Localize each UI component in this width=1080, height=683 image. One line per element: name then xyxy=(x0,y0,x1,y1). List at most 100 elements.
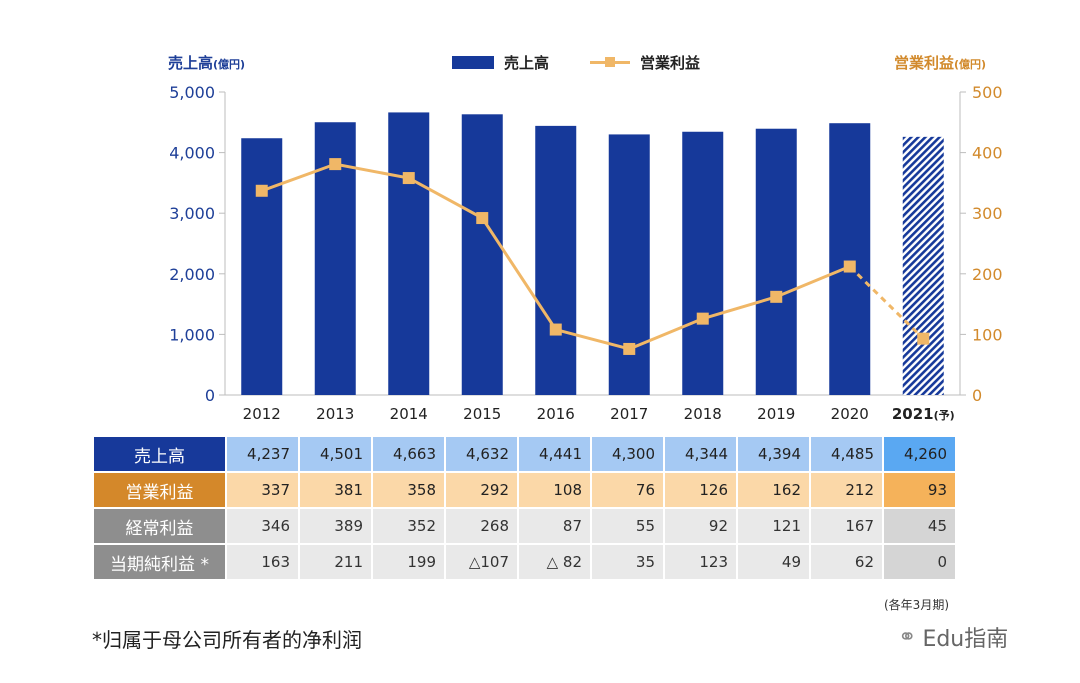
table-cell: 358 xyxy=(373,473,444,507)
table-cell: 108 xyxy=(519,473,590,507)
x-tick-label: 2021(予) xyxy=(892,405,955,423)
table-cell: 346 xyxy=(227,509,298,543)
combo-chart: 0 1,000 2,000 3,000 4,000 5,000 0 100 200 300 400 5… xyxy=(169,83,1003,423)
left-axis-title: 売上高(億円) xyxy=(168,54,246,72)
x-tick-label: 2017 xyxy=(610,405,648,423)
legend-line-swatch xyxy=(590,56,630,69)
table-cell: 4,394 xyxy=(738,437,809,471)
bar-forecast xyxy=(902,136,944,395)
table-cell-forecast: 0 xyxy=(884,545,955,579)
row-header: 営業利益 xyxy=(94,473,225,507)
line-point xyxy=(476,212,489,225)
bar xyxy=(388,112,430,395)
table-cell: 212 xyxy=(811,473,882,507)
left-tick-label: 4,000 xyxy=(169,144,215,163)
table-cell: 126 xyxy=(665,473,736,507)
table-cell: 337 xyxy=(227,473,298,507)
table-cell: 4,663 xyxy=(373,437,444,471)
right-axis-title: 営業利益(億円) xyxy=(894,54,987,72)
x-tick-label: 2016 xyxy=(537,405,575,423)
table-cell: 4,237 xyxy=(227,437,298,471)
table-cell: 4,441 xyxy=(519,437,590,471)
table-cell: △ 82 xyxy=(519,545,590,579)
table-cell: 4,501 xyxy=(300,437,371,471)
right-tick-label: 500 xyxy=(972,83,1003,102)
row-header: 経常利益 xyxy=(94,509,225,543)
table-cell: 211 xyxy=(300,545,371,579)
table-cell: 87 xyxy=(519,509,590,543)
table-cell: 62 xyxy=(811,545,882,579)
left-tick-label: 0 xyxy=(205,386,215,405)
right-tick-label: 100 xyxy=(972,325,1003,344)
table-cell: △107 xyxy=(446,545,517,579)
table-cell: 92 xyxy=(665,509,736,543)
right-tick-label: 0 xyxy=(972,386,982,405)
left-tick-label: 2,000 xyxy=(169,265,215,284)
table-cell: 121 xyxy=(738,509,809,543)
table-cell: 35 xyxy=(592,545,663,579)
line-point xyxy=(623,342,636,355)
table-cell: 4,344 xyxy=(665,437,736,471)
data-table: 売上高 4,237 4,501 4,663 4,632 4,441 4,300 … xyxy=(92,435,957,581)
table-cell: 352 xyxy=(373,509,444,543)
right-tick-label: 200 xyxy=(972,265,1003,284)
period-note: (各年3月期) xyxy=(884,598,949,612)
x-tick-label: 2019 xyxy=(757,405,795,423)
table-cell: 55 xyxy=(592,509,663,543)
line-point xyxy=(770,290,783,303)
x-tick-label: 2014 xyxy=(390,405,428,423)
table-cell-forecast: 4,260 xyxy=(884,437,955,471)
right-tick-label: 300 xyxy=(972,204,1003,223)
left-tick-label: 5,000 xyxy=(169,83,215,102)
bar xyxy=(755,128,797,395)
x-tick-label: 2015 xyxy=(463,405,501,423)
line-point xyxy=(696,312,709,325)
legend-bar-swatch xyxy=(452,56,494,69)
line-point xyxy=(329,158,342,171)
line-point xyxy=(917,332,930,345)
bar xyxy=(682,131,724,395)
table-cell: 167 xyxy=(811,509,882,543)
footnote: *归属于母公司所有者的净利润 xyxy=(92,628,362,652)
table-cell: 162 xyxy=(738,473,809,507)
x-tick-label: 2012 xyxy=(243,405,281,423)
table-cell: 268 xyxy=(446,509,517,543)
x-tick-label: 2013 xyxy=(316,405,354,423)
table-cell: 381 xyxy=(300,473,371,507)
bar xyxy=(608,134,650,396)
table-cell: 389 xyxy=(300,509,371,543)
table-cell-forecast: 45 xyxy=(884,509,955,543)
bar xyxy=(829,123,871,396)
left-tick-label: 3,000 xyxy=(169,204,215,223)
line-point xyxy=(402,172,415,185)
right-tick-label: 400 xyxy=(972,144,1003,163)
bar xyxy=(461,114,503,396)
table-cell: 4,485 xyxy=(811,437,882,471)
table-cell: 76 xyxy=(592,473,663,507)
table-cell: 123 xyxy=(665,545,736,579)
line-point xyxy=(255,184,268,197)
table-cell-forecast: 93 xyxy=(884,473,955,507)
table-cell: 199 xyxy=(373,545,444,579)
row-header: 当期純利益 * xyxy=(94,545,225,579)
left-tick-label: 1,000 xyxy=(169,325,215,344)
wechat-icon: ⚭ xyxy=(898,624,917,650)
table-row-operating-profit: 営業利益 337 381 358 292 108 76 126 162 212 … xyxy=(94,473,955,507)
watermark: ⚭ Edu指南 xyxy=(898,624,1009,653)
legend-operating-profit: 営業利益 xyxy=(590,52,700,73)
legend-sales: 売上高 xyxy=(452,52,549,73)
table-cell: 163 xyxy=(227,545,298,579)
line-point xyxy=(843,260,856,273)
table-row-net-profit: 当期純利益 * 163 211 199 △107 △ 82 35 123 49 … xyxy=(94,545,955,579)
bar xyxy=(535,125,577,395)
row-header: 売上高 xyxy=(94,437,225,471)
line-point xyxy=(549,323,562,336)
x-tick-label: 2020 xyxy=(831,405,869,423)
table-row-ordinary-profit: 経常利益 346 389 352 268 87 55 92 121 167 45 xyxy=(94,509,955,543)
table-cell: 292 xyxy=(446,473,517,507)
x-tick-label: 2018 xyxy=(684,405,722,423)
table-cell: 4,632 xyxy=(446,437,517,471)
table-row-sales: 売上高 4,237 4,501 4,663 4,632 4,441 4,300 … xyxy=(94,437,955,471)
table-cell: 49 xyxy=(738,545,809,579)
bar xyxy=(241,138,283,395)
